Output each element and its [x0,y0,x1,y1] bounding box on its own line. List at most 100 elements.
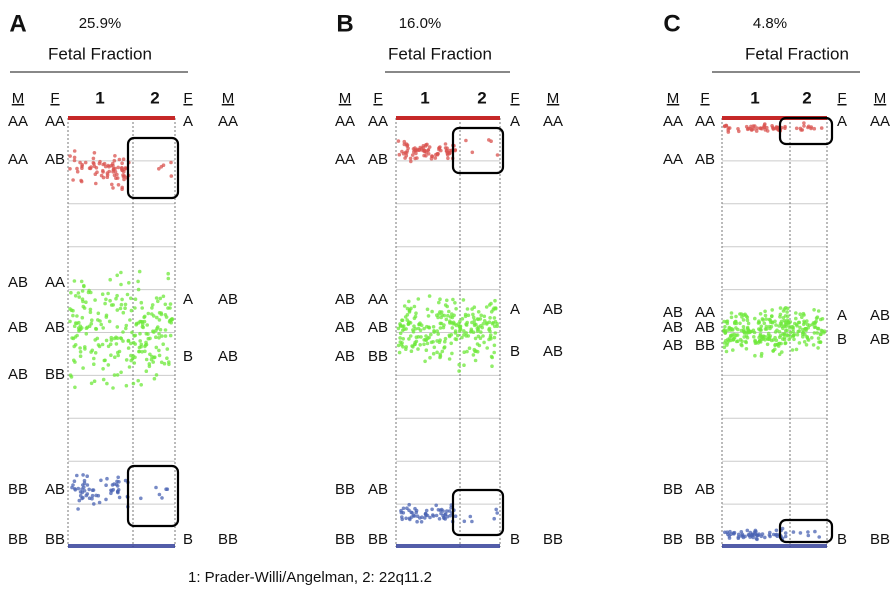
dot [482,314,487,319]
dot [116,490,120,495]
dot [758,312,763,316]
column-header: M [339,90,352,107]
dot [815,315,820,320]
dot [435,152,440,156]
panel-letter: A [9,10,26,37]
dot [811,343,816,347]
dot [780,526,785,531]
maternal-genotype: AB [335,319,355,336]
dot [415,519,419,524]
maternal-genotype: BB [663,481,683,498]
dot [138,339,142,343]
maternal-genotype: AA [8,113,28,130]
dot [462,519,467,524]
maternal-genotype: BB [663,531,683,548]
dot [430,309,434,314]
dot [812,331,817,335]
dot [155,315,159,320]
dot [114,482,119,487]
fetal-genotype: AB [368,319,388,336]
dot [119,370,123,375]
fetal-genotype: AB [368,151,388,168]
column-header: M [667,90,680,107]
dot [81,473,85,477]
dot [482,340,486,345]
dot [736,535,741,539]
dot [402,142,407,147]
dot [438,352,443,357]
dot [414,335,419,340]
dot [92,502,96,506]
dot [95,170,99,174]
dot [119,270,123,275]
dot [438,508,443,513]
dot [71,308,75,313]
dot [84,300,88,305]
dot [159,312,164,317]
maternal-genotype: AA [218,113,238,130]
dot [787,323,791,328]
dot [778,321,783,326]
dot [99,322,103,327]
dot [117,349,122,354]
dot [765,342,770,347]
dot [464,138,468,143]
dot [423,512,428,516]
dot [781,326,785,331]
dot [121,157,126,161]
dot [402,139,407,144]
dot [398,336,402,340]
dot [424,334,428,338]
dot [755,537,759,542]
dot [143,314,147,319]
dot [402,327,406,332]
highlight-box [778,116,834,146]
dot [138,331,142,336]
dot [431,351,436,356]
dot [113,355,117,360]
dot [461,298,466,302]
dot [443,339,447,344]
fetal-allele: B [510,531,520,548]
dot [725,530,729,534]
dot [154,335,158,340]
dot [729,311,734,315]
dot [136,378,140,383]
maternal-genotype: AA [663,151,683,168]
dot [77,295,81,299]
dot [726,128,730,132]
dot [736,327,740,332]
dot [68,307,72,311]
dot [792,337,796,342]
dot [765,337,770,341]
dot [83,160,88,165]
dot [168,306,172,310]
dot [112,373,117,377]
panel-letter: C [663,10,680,37]
dot [95,336,100,341]
dot [492,350,497,355]
dot [466,313,471,318]
dot [743,339,748,344]
column-header: 1 [95,88,104,107]
dot [106,344,111,349]
dot [75,473,79,478]
dot [410,153,415,157]
dot [429,340,434,345]
dot [140,350,144,354]
dot [90,493,95,498]
dot [166,276,171,281]
dot [425,341,430,346]
dot [101,168,105,173]
column-header: F [700,90,709,107]
dot [443,142,448,146]
dot [426,148,431,152]
dot [428,355,432,360]
dot [156,325,160,329]
dot [481,322,486,326]
dot [798,312,802,317]
dot [738,321,742,326]
dot [107,319,112,324]
dot [494,507,499,512]
dot [72,324,77,329]
